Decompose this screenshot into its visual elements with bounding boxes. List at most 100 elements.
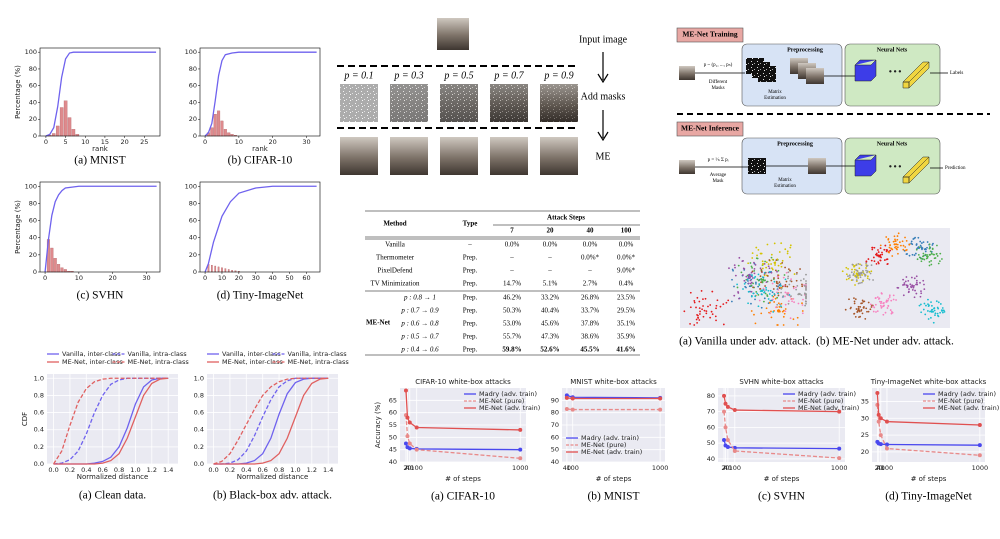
x-tick-label: 20 bbox=[235, 274, 243, 282]
tsne-point bbox=[695, 306, 697, 309]
x-tick-label: 1.0 bbox=[290, 466, 300, 474]
tsne-point bbox=[752, 292, 755, 295]
tsne-point bbox=[902, 294, 905, 297]
tsne-point bbox=[897, 232, 900, 235]
x-tick-label: 10 bbox=[235, 138, 243, 146]
tsne-point bbox=[731, 278, 733, 281]
data-point bbox=[403, 388, 408, 393]
tsne-point bbox=[864, 274, 867, 277]
tsne-point bbox=[911, 243, 914, 246]
tsne-point bbox=[751, 252, 754, 255]
tsne-point bbox=[880, 302, 882, 305]
tsne-point bbox=[860, 309, 863, 311]
tsne-point bbox=[780, 284, 782, 287]
tsne-point bbox=[857, 307, 860, 310]
tsne-point bbox=[789, 256, 791, 258]
arrow bbox=[695, 165, 943, 169]
tsne-point bbox=[857, 273, 860, 276]
tsne-point bbox=[856, 311, 859, 313]
x-tick-label: 0.8 bbox=[274, 466, 284, 474]
y-tick-label: 55 bbox=[389, 421, 397, 429]
tsne-point bbox=[790, 295, 792, 298]
plot-frame bbox=[39, 181, 161, 273]
x-tick-label: 30 bbox=[252, 274, 260, 282]
tsne-point bbox=[777, 302, 780, 305]
masked-image bbox=[758, 66, 776, 82]
tsne-point bbox=[805, 273, 807, 276]
y-tick-label: 100 bbox=[185, 48, 197, 56]
data-point bbox=[725, 445, 730, 450]
bar bbox=[52, 133, 56, 137]
tsne-point bbox=[865, 262, 868, 265]
tsne-point bbox=[908, 290, 910, 293]
table-cell: p : 0.5 → 0.7 bbox=[400, 333, 439, 341]
y-axis-label: Accuracy (%) bbox=[374, 402, 382, 449]
tsne-point bbox=[777, 269, 780, 272]
tsne-point bbox=[786, 250, 789, 253]
data-point bbox=[878, 416, 883, 421]
tsne-point bbox=[795, 279, 798, 282]
x-tick-label: 1.2 bbox=[147, 466, 157, 474]
x-tick-label: 1000 bbox=[512, 464, 529, 472]
tsne-point bbox=[697, 314, 699, 317]
box-title: Preprocessing bbox=[787, 47, 823, 53]
tsne-point bbox=[796, 324, 799, 326]
tsne-point bbox=[777, 277, 780, 280]
x-tick-label: 100 bbox=[566, 464, 578, 472]
tsne-point bbox=[937, 315, 940, 318]
tsne-point bbox=[922, 241, 925, 244]
table-cell: 35.9% bbox=[617, 333, 635, 341]
tsne-point bbox=[903, 282, 906, 284]
bar bbox=[63, 100, 68, 137]
tsne-point bbox=[716, 299, 719, 302]
data-line bbox=[213, 377, 329, 465]
tsne-point bbox=[762, 289, 765, 291]
tsne-point bbox=[854, 268, 856, 271]
tsne-point bbox=[885, 249, 888, 251]
tsne-point bbox=[784, 303, 787, 306]
tsne-point bbox=[764, 292, 767, 295]
tsne-point bbox=[747, 282, 750, 285]
tsne-point bbox=[870, 264, 873, 267]
data-point bbox=[732, 448, 737, 453]
y-tick-label: 0.6 bbox=[34, 409, 44, 417]
tsne-point bbox=[767, 298, 770, 300]
preprocessing-box bbox=[741, 43, 843, 107]
tsne-point bbox=[758, 299, 761, 302]
reconstructed-image bbox=[540, 137, 578, 175]
tsne-point bbox=[792, 297, 795, 300]
tsne-point bbox=[935, 252, 938, 255]
legend-label: ME-Net (adv. train) bbox=[798, 404, 859, 412]
tsne-point bbox=[866, 270, 869, 273]
tsne-point bbox=[777, 294, 780, 297]
x-tick-label: 0 bbox=[44, 138, 48, 146]
tsne-point bbox=[784, 295, 786, 298]
tsne-point bbox=[743, 267, 746, 270]
tsne-point bbox=[771, 291, 774, 294]
tsne-point bbox=[943, 311, 946, 313]
tsne-point bbox=[939, 303, 942, 305]
data-point bbox=[407, 420, 412, 425]
tsne-point bbox=[790, 278, 792, 281]
tsne-point bbox=[890, 299, 893, 302]
tsne-point bbox=[778, 284, 781, 287]
tsne-point bbox=[906, 253, 908, 255]
tsne-point bbox=[776, 282, 779, 285]
tsne-point bbox=[766, 275, 769, 277]
tsne-point bbox=[697, 317, 700, 319]
tsne-point bbox=[738, 297, 740, 300]
tsne-point bbox=[763, 297, 766, 300]
tsne-point bbox=[915, 275, 918, 278]
y-tick-label: 65 bbox=[389, 396, 397, 404]
tsne-point bbox=[857, 277, 860, 279]
y-tick-label: 70 bbox=[551, 421, 559, 429]
tsne-point bbox=[770, 263, 773, 265]
tsne-point bbox=[855, 279, 858, 281]
x-tick-label: 20 bbox=[875, 464, 883, 472]
y-tick-label: 40 bbox=[189, 234, 197, 242]
caption: (b) CIFAR-10 bbox=[228, 155, 293, 167]
tsne-point bbox=[791, 300, 793, 303]
y-tick-label: 100 bbox=[185, 182, 197, 190]
table-cell: – bbox=[467, 241, 472, 249]
tsne-point bbox=[926, 310, 929, 312]
